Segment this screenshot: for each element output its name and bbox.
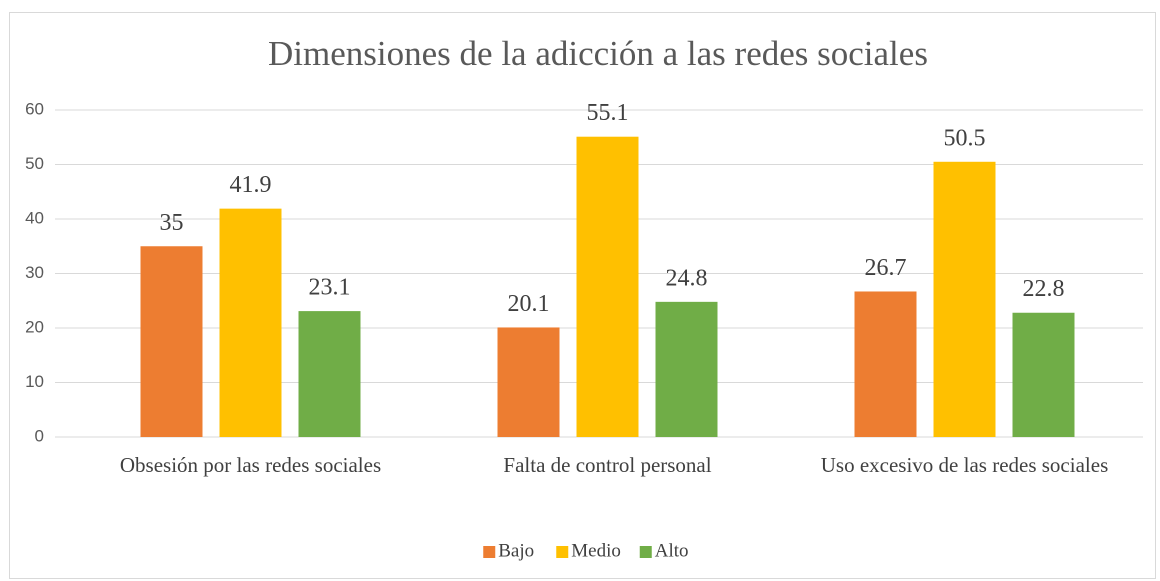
chart-title: Dimensiones de la adicción a las redes s… (268, 34, 928, 73)
y-tick-label: 50 (25, 154, 44, 173)
bar (576, 136, 639, 437)
bar (497, 327, 560, 437)
legend-swatch (556, 546, 569, 558)
legend-label: Medio (571, 540, 621, 561)
data-label: 24.8 (666, 265, 708, 291)
data-label: 23.1 (309, 275, 351, 301)
data-label: 22.8 (1023, 276, 1065, 302)
bar (933, 161, 996, 437)
legend-swatch (639, 546, 652, 558)
data-label: 50.5 (944, 125, 986, 151)
data-label: 26.7 (865, 255, 907, 281)
y-tick-label: 30 (25, 263, 44, 282)
x-tick-label: Uso excesivo de las redes sociales (820, 453, 1109, 477)
y-tick-label: 20 (25, 317, 44, 336)
legend-label: Alto (655, 540, 689, 561)
bar (1012, 312, 1075, 437)
x-tick-label: Obsesión por las redes sociales (119, 453, 382, 477)
y-tick-label: 40 (25, 208, 44, 227)
y-tick-label: 10 (25, 372, 44, 391)
bar (298, 311, 361, 437)
legend-label: Bajo (498, 540, 534, 561)
y-tick-label: 60 (25, 99, 44, 118)
data-label: 41.9 (230, 172, 272, 198)
data-label: 35 (160, 210, 184, 236)
x-tick-label: Falta de control personal (503, 453, 712, 477)
bar (854, 291, 917, 437)
data-label: 20.1 (508, 291, 550, 317)
data-label: 55.1 (587, 100, 629, 126)
bar (219, 208, 282, 437)
bar (655, 301, 718, 437)
bar (140, 246, 203, 437)
y-tick-label: 0 (35, 426, 44, 445)
legend-swatch (483, 546, 496, 558)
